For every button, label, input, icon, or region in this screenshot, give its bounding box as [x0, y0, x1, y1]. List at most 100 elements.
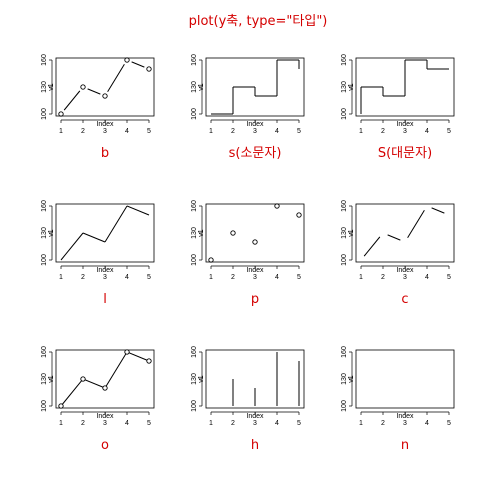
x-tick-label: 2 [231, 420, 235, 427]
x-tick-label: 3 [403, 128, 407, 135]
x-axis-label: Index [96, 413, 114, 420]
series-line-segment [60, 378, 84, 407]
panel-b: 1 2 3 4 5 Index 100 130 160 v1 b [41, 54, 155, 161]
y-tick-label: 160 [341, 200, 348, 212]
series-line-segment [104, 351, 128, 389]
panel-caption: n [401, 438, 409, 453]
y-axis-label: v1 [198, 229, 205, 237]
x-tick-label: 3 [103, 128, 107, 135]
panel-caption: b [101, 146, 109, 161]
y-tick-label: 130 [191, 81, 198, 93]
y-axis-label: v1 [48, 375, 55, 383]
x-tick-label: 5 [147, 274, 151, 281]
series-line-segment [126, 351, 150, 362]
panel-s: 1 2 3 4 5 Index 100 130 160 v1 s(소문자) [191, 54, 305, 161]
x-tick-label: 4 [275, 420, 279, 427]
x-tick-label: 2 [81, 274, 85, 281]
x-tick-label: 1 [59, 128, 63, 135]
panel-o: 1 2 3 4 5 Index 100 130 160 v1 o [41, 346, 155, 453]
x-tick-label: 4 [275, 274, 279, 281]
y-axis-label: v1 [348, 83, 355, 91]
data-point [146, 358, 152, 364]
plot-frame [55, 349, 155, 409]
x-tick-label: 4 [425, 420, 429, 427]
x-tick-label: 4 [125, 274, 129, 281]
data-point [230, 230, 236, 236]
y-axis-label: v1 [48, 83, 55, 91]
panel-S: 1 2 3 4 5 Index 100 130 160 v1 S(대문자) [341, 54, 455, 161]
y-tick-label: 130 [41, 227, 48, 239]
x-tick-label: 3 [253, 274, 257, 281]
panel-n: 1 2 3 4 5 Index 100 130 160 v1 n [341, 346, 455, 453]
x-tick-label: 3 [103, 420, 107, 427]
panel-caption: p [251, 292, 259, 307]
x-tick-label: 5 [297, 420, 301, 427]
y-axis-label: v1 [348, 229, 355, 237]
x-tick-label: 2 [81, 128, 85, 135]
y-axis-label: v1 [198, 375, 205, 383]
y-tick-label: 130 [191, 373, 198, 385]
y-tick-label: 100 [191, 400, 198, 412]
data-point [124, 349, 130, 355]
plot-frame [55, 57, 155, 117]
panel-caption: o [101, 438, 109, 453]
x-tick-label: 5 [447, 274, 451, 281]
x-tick-label: 1 [209, 128, 213, 135]
series-line-segment [104, 205, 128, 243]
data-point [208, 257, 214, 263]
x-tick-label: 3 [403, 274, 407, 281]
y-tick-label: 160 [191, 200, 198, 212]
plot-frame [355, 57, 455, 117]
plot-frame [205, 349, 305, 409]
x-tick-label: 2 [231, 274, 235, 281]
panel-l: 1 2 3 4 5 Index 100 130 160 v1 l [41, 200, 155, 307]
x-tick-label: 1 [359, 128, 363, 135]
data-point [102, 385, 108, 391]
series-line-segment [126, 205, 150, 216]
y-tick-label: 160 [191, 346, 198, 358]
y-tick-label: 100 [191, 108, 198, 120]
series-line-segment [431, 207, 445, 214]
y-tick-label: 130 [41, 81, 48, 93]
x-axis-label: Index [246, 413, 264, 420]
y-tick-label: 100 [341, 400, 348, 412]
panel-caption: h [251, 438, 259, 453]
y-tick-label: 160 [341, 54, 348, 66]
x-tick-label: 5 [447, 128, 451, 135]
series-line-segment [87, 88, 101, 95]
y-tick-label: 100 [41, 108, 48, 120]
panel-h: 1 2 3 4 5 Index 100 130 160 v1 h [191, 346, 305, 453]
series-line-segment [387, 234, 401, 241]
series-line-segment [107, 64, 125, 92]
series-line-segment [363, 236, 381, 257]
data-point [102, 93, 108, 99]
series-line-segment [60, 232, 84, 261]
x-axis-label: Index [396, 413, 414, 420]
y-axis-label: v1 [48, 229, 55, 237]
y-tick-label: 100 [341, 108, 348, 120]
series-line-segment [131, 61, 145, 68]
x-tick-label: 5 [297, 128, 301, 135]
x-tick-label: 5 [447, 420, 451, 427]
x-tick-label: 1 [59, 274, 63, 281]
panel-p: 1 2 3 4 5 Index 100 130 160 v1 p [191, 200, 305, 307]
panel-caption: S(대문자) [378, 146, 432, 161]
x-axis-label: Index [96, 267, 114, 274]
y-tick-label: 130 [341, 373, 348, 385]
data-point [146, 66, 152, 72]
x-tick-label: 4 [275, 128, 279, 135]
x-tick-label: 4 [425, 274, 429, 281]
y-tick-label: 130 [341, 81, 348, 93]
x-tick-label: 3 [103, 274, 107, 281]
plot-frame [205, 57, 305, 117]
x-tick-label: 1 [359, 420, 363, 427]
panel-caption: s(소문자) [229, 146, 282, 161]
y-tick-label: 160 [41, 200, 48, 212]
x-tick-label: 2 [381, 274, 385, 281]
data-point [296, 212, 302, 218]
x-tick-label: 3 [253, 420, 257, 427]
data-point [58, 403, 64, 409]
x-tick-label: 1 [59, 420, 63, 427]
x-axis-label: Index [246, 121, 264, 128]
series-line-segment [63, 90, 81, 111]
